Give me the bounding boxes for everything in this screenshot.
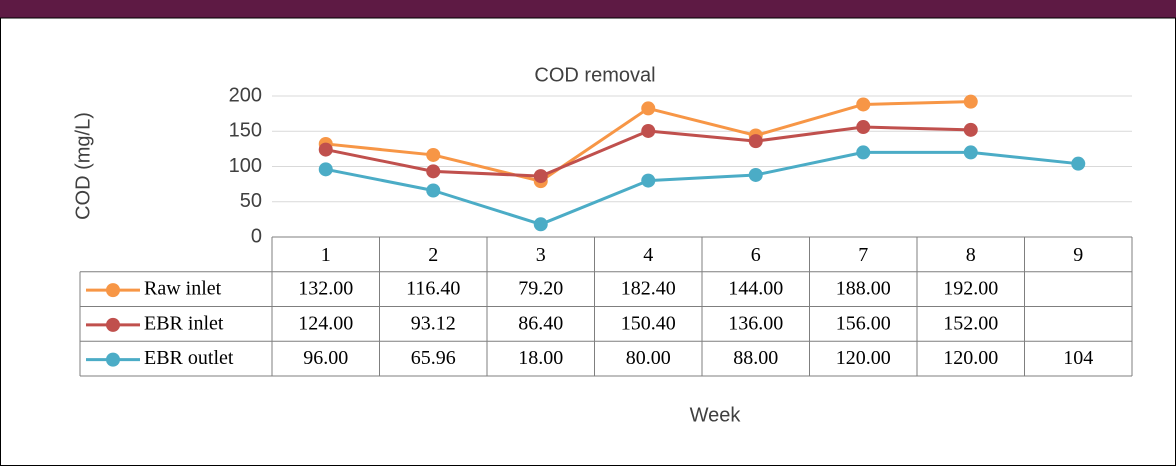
x-tick-label: 1 (321, 244, 331, 266)
legend-marker (106, 317, 120, 332)
table-cell: 156.00 (836, 312, 891, 334)
table-cell: 116.40 (406, 278, 460, 300)
table-cell: 152.00 (943, 312, 998, 334)
table-cell: 192.00 (943, 278, 998, 300)
data-point (963, 122, 978, 137)
data-point (641, 123, 656, 138)
y-tick-label: 100 (229, 155, 262, 177)
table-cell: 120.00 (943, 347, 998, 369)
data-point (426, 183, 441, 198)
data-point (533, 217, 548, 232)
legend-label: Raw inlet (144, 278, 222, 300)
x-tick-label: 6 (751, 244, 761, 266)
table-cell: 104 (1063, 347, 1093, 369)
table-cell: 79.20 (518, 278, 563, 300)
chart-title: COD removal (534, 64, 655, 86)
table-cell: 86.40 (518, 312, 563, 334)
table-cell: 132.00 (298, 278, 353, 300)
table-cell: 18.00 (518, 347, 563, 369)
legend-marker (106, 283, 120, 298)
data-point (856, 97, 871, 112)
table-cell: 188.00 (836, 278, 891, 300)
x-tick-label: 8 (966, 244, 976, 266)
data-point (426, 164, 441, 179)
table-cell: 88.00 (733, 347, 778, 369)
x-tick-label: 9 (1073, 244, 1083, 266)
x-axis-label: Week (690, 404, 742, 426)
data-point (426, 147, 441, 162)
top-bar (0, 0, 1176, 18)
x-tick-label: 7 (858, 244, 868, 266)
data-point (641, 173, 656, 188)
data-point (748, 167, 763, 182)
data-point (318, 162, 333, 177)
table-cell: 136.00 (728, 312, 783, 334)
y-tick-label: 0 (251, 225, 262, 247)
table-cell: 120.00 (836, 347, 891, 369)
x-tick-label: 4 (643, 244, 653, 266)
x-tick-label: 2 (428, 244, 438, 266)
data-point (963, 94, 978, 109)
legend-label: EBR outlet (144, 347, 234, 369)
table-cell: 182.40 (621, 278, 676, 300)
y-axis-label: COD (mg/L) (72, 112, 94, 220)
y-tick-label: 50 (240, 190, 262, 212)
table-cell: 124.00 (298, 312, 353, 334)
data-point (533, 169, 548, 184)
table-cell: 144.00 (728, 278, 783, 300)
legend-label: EBR inlet (144, 312, 224, 334)
table-cell: 93.12 (411, 312, 456, 334)
table-cell: 80.00 (626, 347, 671, 369)
table-cell: 150.40 (621, 312, 676, 334)
series-line (325, 150, 1079, 226)
data-point (1071, 156, 1086, 171)
data-point (748, 134, 763, 149)
data-point (856, 145, 871, 160)
data-point (856, 120, 871, 135)
table-cell: 96.00 (303, 347, 348, 369)
data-point (963, 145, 978, 160)
legend-marker (106, 352, 120, 367)
y-tick-label: 200 (229, 84, 262, 106)
data-point (318, 142, 333, 157)
x-tick-label: 3 (536, 244, 546, 266)
y-tick-label: 150 (229, 120, 262, 142)
data-point (641, 101, 656, 116)
table-cell: 65.96 (411, 347, 456, 369)
